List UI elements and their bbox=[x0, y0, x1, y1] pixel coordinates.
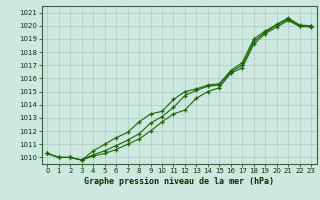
X-axis label: Graphe pression niveau de la mer (hPa): Graphe pression niveau de la mer (hPa) bbox=[84, 177, 274, 186]
